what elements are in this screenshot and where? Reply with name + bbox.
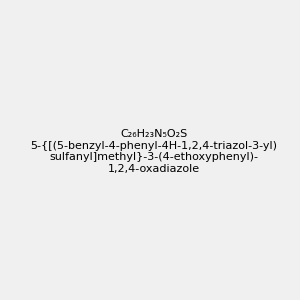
Text: C₂₆H₂₃N₅O₂S
5-{[(5-benzyl-4-phenyl-4H-1,2,4-triazol-3-yl)
sulfanyl]methyl}-3-(4-: C₂₆H₂₃N₅O₂S 5-{[(5-benzyl-4-phenyl-4H-1,…	[30, 129, 277, 174]
